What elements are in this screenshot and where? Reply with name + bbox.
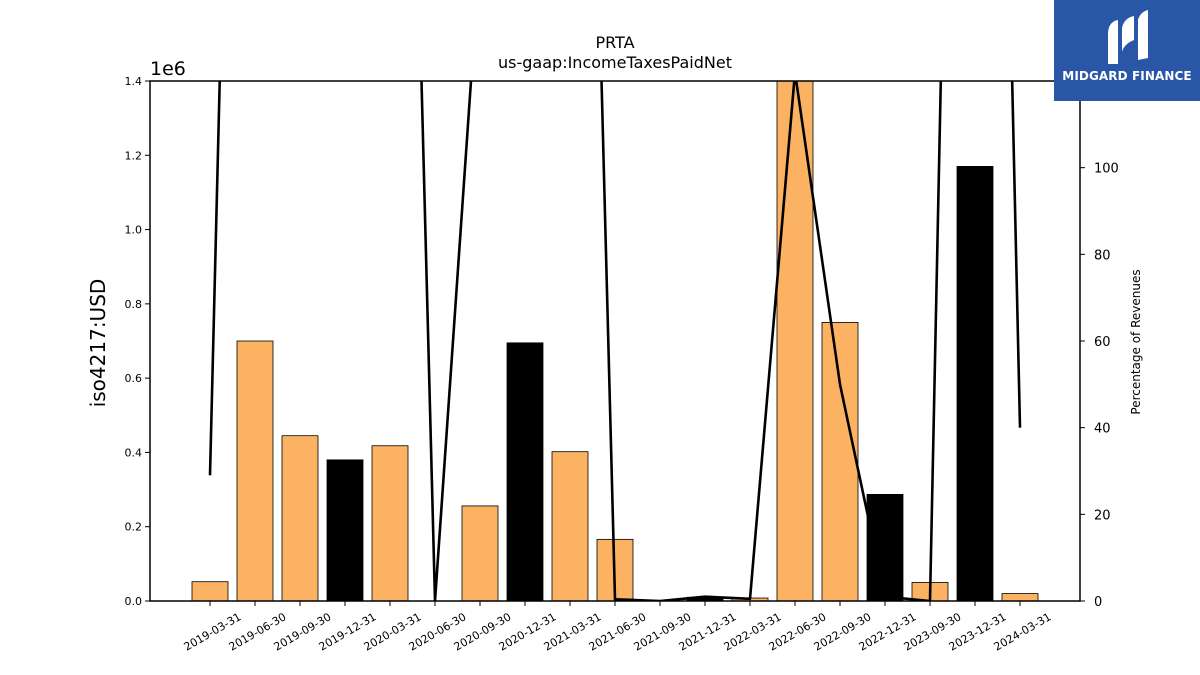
y2-tick-label: 80	[1094, 248, 1111, 263]
y2-tick-label: 60	[1094, 335, 1111, 350]
y2-tick-label: 20	[1094, 508, 1111, 523]
bar-2019-12-31	[326, 459, 364, 601]
y-ticks: 0.0 0.2 0.4 0.6 0.8 1.0 1.2 1.4	[125, 75, 150, 608]
y-offset-label: 1e6	[150, 58, 186, 80]
bar-2020-09-30	[461, 505, 499, 601]
y-tick-label: 0.0	[125, 595, 143, 608]
y2-axis-label: Percentage of Revenues	[1129, 269, 1143, 414]
percentage-line-path	[208, 81, 1022, 601]
y2-tick-label: 100	[1094, 162, 1119, 177]
y-tick-label: 0.2	[125, 521, 143, 534]
bar-2019-03-31	[191, 581, 229, 601]
bar-2023-12-31	[956, 166, 994, 601]
bar-2022-12-31	[866, 493, 904, 601]
bar-2019-09-30	[281, 435, 319, 601]
y-tick-label: 0.4	[125, 446, 143, 459]
bar-2021-03-31	[551, 451, 589, 601]
y2-ticks: 0 20 40 60 80 100	[1080, 162, 1119, 610]
percentage-line	[208, 81, 1022, 601]
bars	[191, 81, 1039, 601]
y-tick-label: 1.4	[125, 75, 143, 88]
y-axis-label: iso4217:USD	[86, 279, 110, 408]
y-tick-label: 1.2	[125, 149, 143, 162]
y-tick-label: 0.6	[125, 372, 143, 385]
chart-subtitle: us-gaap:IncomeTaxesPaidNet	[498, 53, 732, 72]
bar-2020-03-31	[371, 445, 409, 601]
chart-title: PRTA	[595, 33, 634, 52]
bar-2019-06-30	[236, 340, 274, 601]
bar-2022-06-30	[776, 81, 814, 601]
midgard-finance-logo: MIDGARD FINANCE	[1054, 0, 1200, 101]
midgard-logo-icon	[1108, 10, 1148, 64]
bar-2024-03-31	[1001, 593, 1039, 601]
bar-2022-09-30	[821, 322, 859, 601]
y-tick-label: 0.8	[125, 298, 143, 311]
logo-text: MIDGARD FINANCE	[1062, 69, 1192, 83]
y2-tick-label: 0	[1094, 595, 1102, 610]
y-tick-label: 1.0	[125, 224, 143, 237]
bar-2020-12-31	[506, 342, 544, 601]
y2-tick-label: 40	[1094, 422, 1111, 437]
x-ticks: 2019-03-312019-06-302019-09-302019-12-31…	[182, 601, 1054, 654]
